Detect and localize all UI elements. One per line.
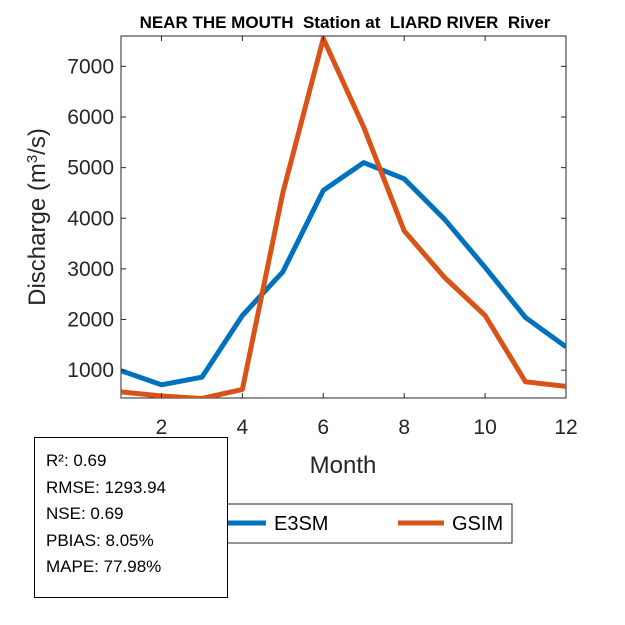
y-tick-label: 1000 [67,359,114,382]
x-tick-label: 4 [237,416,249,439]
stat-mape: MAPE: 77.98% [46,557,162,576]
stat-nse: NSE: 0.69 [46,504,124,523]
series-line-gsim [121,36,566,398]
y-tick-label: 4000 [67,207,114,230]
y-axis-label: Discharge (m3/s) [24,128,52,306]
x-tick-label: 2 [156,416,168,439]
x-tick-label: 8 [398,416,410,439]
stats-box: R²: 0.69 RMSE: 1293.94 NSE: 0.69 PBIAS: … [34,437,228,598]
series-layer [121,36,566,398]
x-tick-label: 10 [473,416,496,439]
x-tick-label: 12 [554,416,577,439]
y-axis: 1000 2000 3000 4000 5000 6000 7000 [67,55,566,382]
y-tick-label: 2000 [67,309,114,332]
y-tick-label: 6000 [67,106,114,129]
y-axis-label-prefix: Discharge (m [24,163,51,306]
y-axis-label-suffix: /s) [24,128,51,155]
y-tick-label: 5000 [67,157,114,180]
stat-r2: R²: 0.69 [46,451,107,470]
y-tick-label: 7000 [67,55,114,78]
y-axis-label-sup: 3 [24,155,41,163]
y-tick-label: 3000 [67,258,114,281]
legend: E3SM GSIM [179,503,513,544]
x-axis-label: Month [310,452,377,479]
chart-title: NEAR THE MOUTH Station at LIARD RIVER Ri… [140,13,551,32]
series-line-e3sm [121,160,566,388]
x-tick-label: 6 [317,416,329,439]
legend-label-e3sm: E3SM [274,513,328,535]
stat-rmse: RMSE: 1293.94 [46,477,167,497]
plot-area [120,35,567,399]
stat-pbias: PBIAS: 8.05% [46,530,154,550]
legend-label-gsim: GSIM [452,513,503,535]
x-axis: 2 4 6 8 10 12 [156,36,578,439]
